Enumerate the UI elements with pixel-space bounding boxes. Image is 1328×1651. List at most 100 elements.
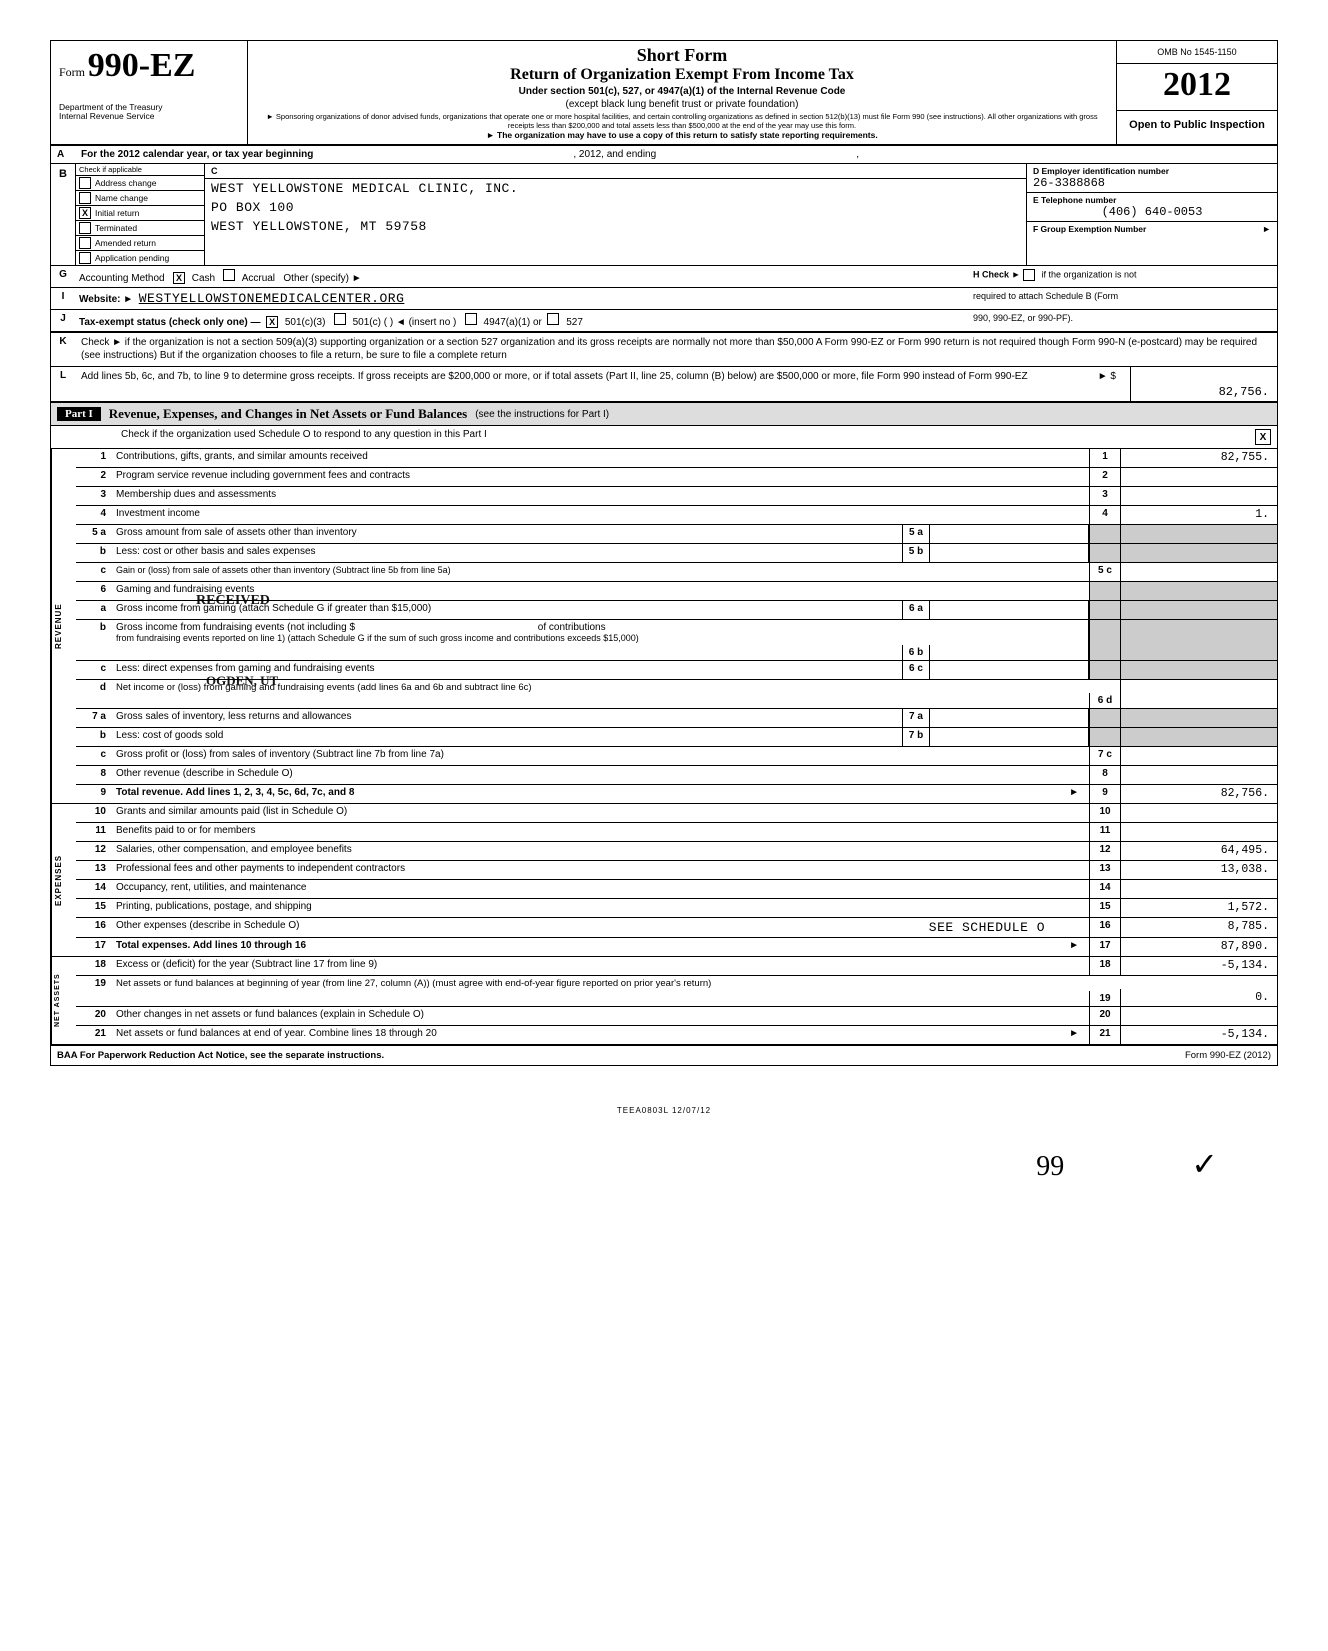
form-number: 990-EZ <box>88 47 196 84</box>
mv7b <box>930 728 1089 746</box>
lbl-cash: Cash <box>192 273 215 284</box>
d19: Net assets or fund balances at beginning… <box>112 976 1089 1006</box>
lbl-initial-return: Initial return <box>95 208 139 218</box>
l-letter: L <box>51 367 75 401</box>
footer-baa: BAA For Paperwork Reduction Act Notice, … <box>57 1050 384 1061</box>
lbl-527: 527 <box>566 317 583 328</box>
d16-extra: SEE SCHEDULE O <box>929 920 1045 935</box>
chk-527[interactable] <box>547 313 559 325</box>
rn6a-sh <box>1089 601 1120 619</box>
signature-area: 99 ✓ <box>50 1145 1278 1183</box>
lbl-501c3: 501(c)(3) <box>285 317 326 328</box>
chk-accrual[interactable] <box>223 269 235 281</box>
ar21: ► <box>1069 1028 1079 1039</box>
chk-amended[interactable] <box>79 237 91 249</box>
form-page: Form 990-EZ Department of the Treasury I… <box>50 40 1278 1066</box>
header-left: Form 990-EZ Department of the Treasury I… <box>51 41 248 144</box>
chk-4947[interactable] <box>465 313 477 325</box>
d20: Other changes in net assets or fund bala… <box>112 1007 1089 1025</box>
header-note-1: ► Sponsoring organizations of donor advi… <box>254 113 1110 130</box>
chk-name-change[interactable] <box>79 192 91 204</box>
lbl-insert: ) ◄ (insert no ) <box>390 317 457 328</box>
d2: Program service revenue including govern… <box>112 468 1089 486</box>
phone-value: (406) 640-0053 <box>1033 205 1271 219</box>
rn14: 14 <box>1089 880 1120 898</box>
chk-address-change[interactable] <box>79 177 91 189</box>
n5c: c <box>76 563 112 581</box>
chk-app-pending[interactable] <box>79 252 91 264</box>
d7c: Gross profit or (loss) from sales of inv… <box>112 747 1089 765</box>
d6a: Gross income from gaming (attach Schedul… <box>112 601 902 619</box>
vlabel-revenue: REVENUE <box>51 449 76 803</box>
rn16: 16 <box>1089 918 1120 937</box>
i-label: Website: ► <box>79 294 133 305</box>
k-text: Check ► if the organization is not a sec… <box>75 333 1277 366</box>
n8: 8 <box>76 766 112 784</box>
d17: Total expenses. Add lines 10 through 16 <box>116 940 306 951</box>
chk-501c[interactable] <box>334 313 346 325</box>
rn15: 15 <box>1089 899 1120 917</box>
i-right-text: required to attach Schedule B (Form <box>969 288 1277 309</box>
line-g: G Accounting Method X Cash Accrual Other… <box>51 266 1277 288</box>
n3: 3 <box>76 487 112 505</box>
mv6b <box>930 620 1089 660</box>
a1: 82,755. <box>1120 449 1277 467</box>
rn9: 9 <box>1089 785 1120 803</box>
mv6c <box>930 661 1089 679</box>
d6b-3: from fundraising events reported on line… <box>116 633 639 643</box>
n6c: c <box>76 661 112 679</box>
rn6c-sh <box>1089 661 1120 679</box>
check-if-applicable: Check if applicable <box>79 165 142 174</box>
lbl-app-pending: Application pending <box>95 253 169 263</box>
n18: 18 <box>76 957 112 975</box>
rn13: 13 <box>1089 861 1120 879</box>
return-title: Return of Organization Exempt From Incom… <box>254 66 1110 84</box>
line-a-text: For the 2012 calendar year, or tax year … <box>81 149 313 160</box>
form-label: Form <box>59 65 85 79</box>
n10: 10 <box>76 804 112 822</box>
n16: 16 <box>76 918 112 937</box>
tax-year: 2012 <box>1117 64 1277 111</box>
d21: Net assets or fund balances at end of ye… <box>116 1028 437 1039</box>
mn6b: 6 b <box>902 645 930 660</box>
line-l: L Add lines 5b, 6c, and 7b, to line 9 to… <box>51 367 1277 403</box>
d15: Printing, publications, postage, and shi… <box>112 899 1089 917</box>
a9: 82,756. <box>1120 785 1277 803</box>
k-letter: K <box>51 333 75 366</box>
j-letter: J <box>51 310 75 331</box>
n1: 1 <box>76 449 112 467</box>
line-a-comma: , <box>856 149 859 160</box>
chk-501c3[interactable]: X <box>266 316 278 328</box>
rn19: 19 <box>1089 991 1120 1006</box>
lbl-4947: 4947(a)(1) or <box>484 317 542 328</box>
chk-cash[interactable]: X <box>173 272 185 284</box>
d14: Occupancy, rent, utilities, and maintena… <box>112 880 1089 898</box>
chk-terminated[interactable] <box>79 222 91 234</box>
a5b-sh <box>1120 544 1277 562</box>
org-name: WEST YELLOWSTONE MEDICAL CLINIC, INC. <box>205 179 1026 198</box>
col-b-checkboxes: Check if applicable Address change Name … <box>76 164 205 265</box>
org-addr1: PO BOX 100 <box>205 198 1026 217</box>
header-note-2: ► The organization may have to use a cop… <box>254 130 1110 140</box>
a10 <box>1120 804 1277 822</box>
chk-initial-return[interactable]: X <box>79 207 91 219</box>
a5c <box>1120 563 1277 581</box>
vlabel-netassets: NET ASSETS <box>51 957 76 1044</box>
revenue-block: REVENUE 1Contributions, gifts, grants, a… <box>51 449 1277 804</box>
d18: Excess or (deficit) for the year (Subtra… <box>112 957 1089 975</box>
mn6c: 6 c <box>902 661 930 679</box>
chk-h[interactable] <box>1023 269 1035 281</box>
a8 <box>1120 766 1277 784</box>
n14: 14 <box>76 880 112 898</box>
part1-check-x[interactable]: X <box>1255 429 1271 445</box>
n5b: b <box>76 544 112 562</box>
n15: 15 <box>76 899 112 917</box>
rn8: 8 <box>1089 766 1120 784</box>
part1-header: Part I Revenue, Expenses, and Changes in… <box>51 403 1277 426</box>
mn5b: 5 b <box>902 544 930 562</box>
rn21: 21 <box>1089 1026 1120 1044</box>
dept-irs: Internal Revenue Service <box>59 112 239 121</box>
line-a: A For the 2012 calendar year, or tax yea… <box>51 146 1277 164</box>
line-a-mid: , 2012, and ending <box>573 149 656 160</box>
a7b-sh <box>1120 728 1277 746</box>
